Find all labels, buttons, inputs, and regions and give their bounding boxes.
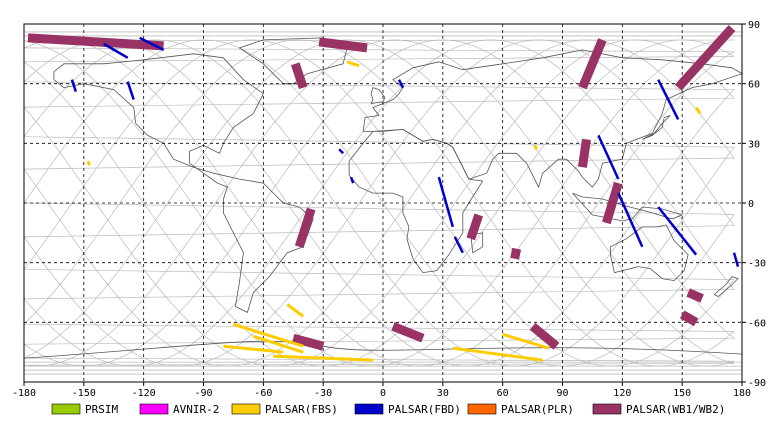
wb-swath (674, 24, 736, 91)
x-tick-label: 30 (437, 388, 449, 399)
legend-swatch (51, 403, 81, 415)
wb-swath (391, 322, 425, 343)
coastline (572, 192, 684, 222)
fbs-acquisitions (86, 60, 702, 362)
legend-swatch (231, 403, 261, 415)
x-tick-label: -120 (132, 388, 156, 399)
y-axis-ticks: 90 60 30 0 -30 -60 -90 (742, 20, 766, 389)
wb-swath (294, 207, 316, 249)
y-tick-label: 90 (748, 20, 760, 31)
wb-swath (679, 310, 699, 327)
fbd-swath (453, 236, 464, 254)
wb-swath (510, 247, 522, 260)
orbit-track (23, 39, 735, 367)
fbd-acquisitions (70, 36, 740, 267)
x-tick-label: -60 (254, 388, 272, 399)
coastline (642, 115, 671, 140)
fbd-swath (617, 192, 644, 248)
wb-swath (529, 322, 560, 350)
fbs-swath (502, 332, 549, 350)
fbs-swath (232, 322, 304, 348)
legend-swatch (467, 403, 497, 415)
wb-swath (577, 138, 591, 168)
fbs-swath (286, 303, 305, 318)
orbit-track (23, 39, 735, 367)
legend-label: AVNIR-2 (173, 403, 219, 416)
wb-swath (578, 38, 607, 90)
x-tick-label: -150 (72, 388, 96, 399)
fbd-swath (657, 206, 698, 256)
fbs-swath (346, 60, 360, 68)
wb-swath (292, 333, 325, 351)
legend-swatch (354, 403, 384, 415)
legend-label: PALSAR(WB1/WB2) (626, 403, 725, 416)
fbs-swath (533, 144, 538, 150)
fbs-swath (452, 346, 543, 362)
legend-label: PALSAR(FBS) (265, 403, 338, 416)
wb-swath (602, 181, 623, 225)
coastline (470, 232, 484, 254)
wb-swath (290, 62, 308, 90)
fbd-swath (139, 36, 165, 51)
legend-label: PALSAR(PLR) (501, 403, 574, 416)
legend-swatch (139, 403, 169, 415)
x-tick-label: -180 (12, 388, 36, 399)
orbit-track (23, 39, 735, 367)
x-tick-label: 180 (733, 388, 751, 399)
fbs-swath (694, 106, 702, 115)
orbit-track (23, 39, 735, 367)
y-tick-label: -30 (748, 259, 766, 270)
wb-swath (686, 288, 704, 303)
wb-acquisitions (27, 24, 736, 351)
legend-label: PALSAR(FBD) (388, 403, 461, 416)
fbd-swath (349, 176, 355, 184)
fbd-swath (397, 79, 405, 89)
orbit-track (23, 39, 735, 367)
y-tick-label: -60 (748, 318, 766, 329)
orbit-track (23, 39, 735, 367)
wb-swath (466, 213, 484, 241)
y-tick-label: -90 (748, 378, 766, 389)
orbit-track (23, 39, 735, 367)
fbd-swath (597, 134, 620, 180)
x-tick-label: -90 (194, 388, 212, 399)
y-tick-label: 30 (748, 139, 760, 150)
coastline (713, 276, 739, 297)
fbs-swath (273, 354, 374, 362)
coastline (348, 128, 484, 274)
legend-label: PRSIM (85, 403, 118, 416)
fbs-swath (223, 344, 284, 354)
orbit-track (23, 39, 736, 367)
fbd-swath (338, 148, 344, 155)
fbd-swath (732, 252, 740, 267)
x-tick-label: -30 (314, 388, 332, 399)
wb-swath (318, 37, 368, 53)
fbd-swath (103, 42, 129, 59)
fbs-swath (86, 160, 92, 166)
legend-swatch (592, 403, 622, 415)
fbd-swath (437, 176, 455, 228)
y-tick-label: 60 (748, 80, 760, 91)
x-axis-ticks: -180 -150 -120 -90 -60 -30 0 30 60 90 120 150 180 (12, 382, 751, 399)
x-tick-label: 120 (613, 388, 631, 399)
orbit-track (23, 39, 735, 367)
orbit-track (23, 39, 735, 367)
coastline-antarctica (23, 340, 743, 359)
orbit-track (23, 39, 735, 367)
wb-swath (27, 33, 164, 51)
x-tick-label: 150 (673, 388, 691, 399)
coastline (53, 53, 314, 313)
fbd-swath (126, 81, 135, 100)
x-tick-label: 90 (556, 388, 568, 399)
legend: PRSIM AVNIR-2 PALSAR(FBS) PALSAR(FBD) PALSAR… (51, 403, 725, 416)
fbd-swath (70, 79, 78, 93)
fbs-swath (252, 334, 304, 354)
y-tick-label: 0 (748, 199, 754, 210)
x-tick-label: 60 (497, 388, 509, 399)
coastline (370, 87, 386, 104)
x-tick-label: 0 (380, 388, 386, 399)
fbd-swath (657, 79, 680, 121)
